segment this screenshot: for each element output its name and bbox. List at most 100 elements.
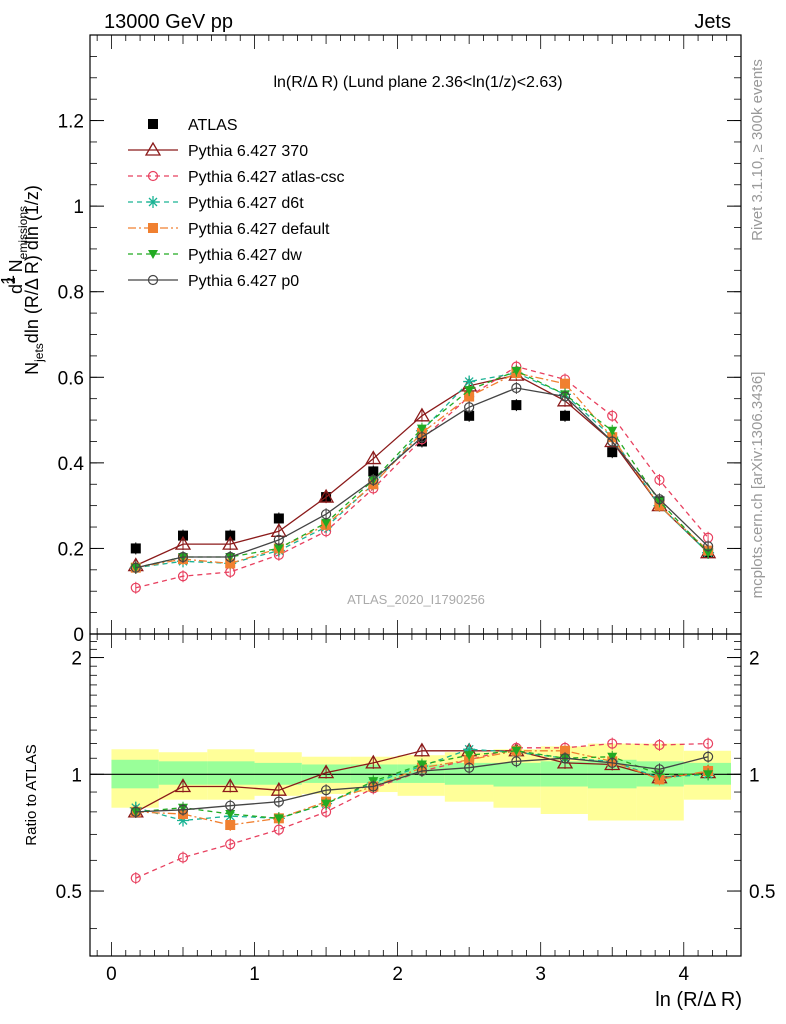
main-data-point [607, 436, 618, 447]
main-y-axis-label-top: d2 Nemissions [4, 206, 30, 294]
main-data-point [464, 410, 475, 421]
ratio-data-point [368, 781, 379, 792]
legend-marker [144, 141, 162, 156]
main-data-point [273, 513, 284, 524]
ratio-y-tick-label: 0.5 [56, 882, 82, 903]
main-data-point [130, 562, 141, 573]
ratio-plot-frame [89, 633, 742, 957]
main-data-point [413, 407, 431, 422]
legend-marker [148, 119, 158, 129]
main-data-point [463, 375, 476, 388]
ratio-data-point [270, 781, 287, 796]
y-tick-label: 0.8 [58, 283, 84, 304]
ratio-data-point [416, 765, 428, 777]
legend-entry: Pythia 6.427 default [128, 221, 330, 238]
main-data-point [702, 541, 714, 552]
y-tick-label: 1.2 [58, 112, 84, 133]
legend-label: Pythia 6.427 dw [188, 247, 302, 264]
legend: ATLAS Pythia 6.427 370 Pythia 6.427 atlas-… [128, 117, 345, 290]
ratio-data-point [177, 804, 189, 815]
ratio-data-point [273, 824, 284, 835]
y-tick-label-zero: 0 [73, 625, 84, 646]
main-data-point [368, 466, 379, 477]
ratio-data-point [464, 762, 475, 773]
mcplots-label: mcplots.cern.ch [arXiv:1306.3436] [749, 372, 766, 599]
legend-label: Pythia 6.427 370 [188, 143, 308, 160]
main-series-1 [127, 366, 717, 572]
x-tick-label: 3 [535, 964, 546, 985]
ratio-y-tick-label-right: 2 [749, 649, 760, 670]
main-data-point [273, 534, 284, 545]
x-tick-label: 2 [392, 964, 403, 985]
ratio-y-tick-label: 1 [71, 765, 82, 786]
legend-label: Pythia 6.427 p0 [188, 273, 299, 290]
legend-label: Pythia 6.427 atlas-csc [188, 169, 345, 186]
ratio-data-point [413, 742, 431, 757]
main-data-point [177, 551, 189, 563]
ratio-y-tick-label-right: 1 [749, 765, 760, 786]
ratio-y-tick-label: 2 [71, 649, 82, 670]
ratio-y-axis-label: Ratio to ATLAS [23, 744, 40, 845]
ratio-data-point [607, 738, 618, 749]
main-data-point [368, 474, 379, 486]
header-left-title: 13000 GeV pp [104, 11, 233, 33]
legend-marker [147, 170, 159, 182]
main-data-point [511, 366, 522, 376]
main-data-point [130, 543, 141, 554]
main-data-point [560, 378, 571, 389]
y-tick-label: 0.4 [58, 454, 85, 475]
main-data-point [559, 391, 571, 402]
ratio-data-point [320, 785, 332, 796]
main-series-4 [130, 367, 714, 574]
main-data-point [607, 447, 618, 458]
main-data-point [607, 426, 618, 436]
x-tick-label: 4 [678, 964, 689, 985]
ratio-data-point [702, 751, 714, 762]
legend-entry: ATLAS [148, 117, 238, 134]
main-data-point [464, 386, 475, 396]
main-data-point [464, 402, 475, 413]
main-data-point [560, 410, 571, 421]
legend-label: Pythia 6.427 d6t [188, 195, 304, 212]
main-data-point [365, 450, 382, 465]
x-tick-label: 1 [249, 964, 260, 985]
y-tick-label: 0.6 [58, 368, 84, 389]
ratio-data-point [317, 764, 335, 779]
main-data-point [607, 410, 618, 421]
legend-label: ATLAS [188, 117, 238, 134]
ratio-data-point [511, 746, 522, 756]
main-data-point [321, 518, 332, 528]
ratio-data-point [225, 809, 236, 819]
ratio-data-point [560, 745, 571, 756]
main-data-point [178, 530, 188, 541]
main-data-point [225, 551, 236, 563]
main-data-point [317, 488, 335, 503]
ratio-data-point [177, 814, 189, 827]
ratio-data-point [177, 852, 189, 863]
panel-title: ln(R/Δ R) (Lund plane 2.36<ln(1/z)<2.63) [273, 74, 562, 91]
ratio-data-point [273, 814, 284, 824]
ratio-data-point [225, 820, 236, 831]
ratio-data-point [130, 872, 141, 884]
x-axis-label: ln (R/Δ R) [655, 989, 742, 1011]
legend-entry: Pythia 6.427 370 [128, 141, 308, 160]
legend-entry: Pythia 6.427 d6t [128, 195, 304, 212]
main-series-line [135, 370, 709, 569]
rivet-label: Rivet 3.1.10, ≥ 300k events [749, 59, 766, 241]
ratio-data-point [559, 753, 571, 764]
main-data-point [416, 424, 427, 434]
ratio-data-point [607, 757, 618, 768]
main-data-point [654, 474, 665, 486]
y-label-fraction-num: 1 [0, 275, 18, 285]
main-data-point [320, 509, 332, 520]
ratio-data-point [174, 778, 192, 793]
ratio-data-point [321, 799, 332, 809]
legend-entry: Pythia 6.427 dw [128, 247, 302, 264]
ratio-data-point [703, 770, 714, 780]
legend-marker [147, 274, 159, 286]
legend-marker [148, 223, 158, 233]
main-plot-panel: 0.2 0.4 0.6 0.8 1 1.2 0 ln(R/Δ R) (Lund plane … [58, 34, 742, 646]
ratio-y-tick-label-right: 0.5 [749, 882, 775, 903]
main-data-point [225, 530, 236, 541]
